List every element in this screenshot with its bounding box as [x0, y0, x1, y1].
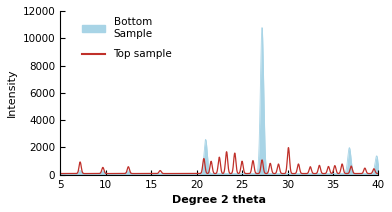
X-axis label: Degree 2 theta: Degree 2 theta: [172, 195, 266, 205]
Legend: Bottom
Sample, Top sample: Bottom Sample, Top sample: [78, 13, 176, 63]
Y-axis label: Intensity: Intensity: [7, 68, 17, 117]
